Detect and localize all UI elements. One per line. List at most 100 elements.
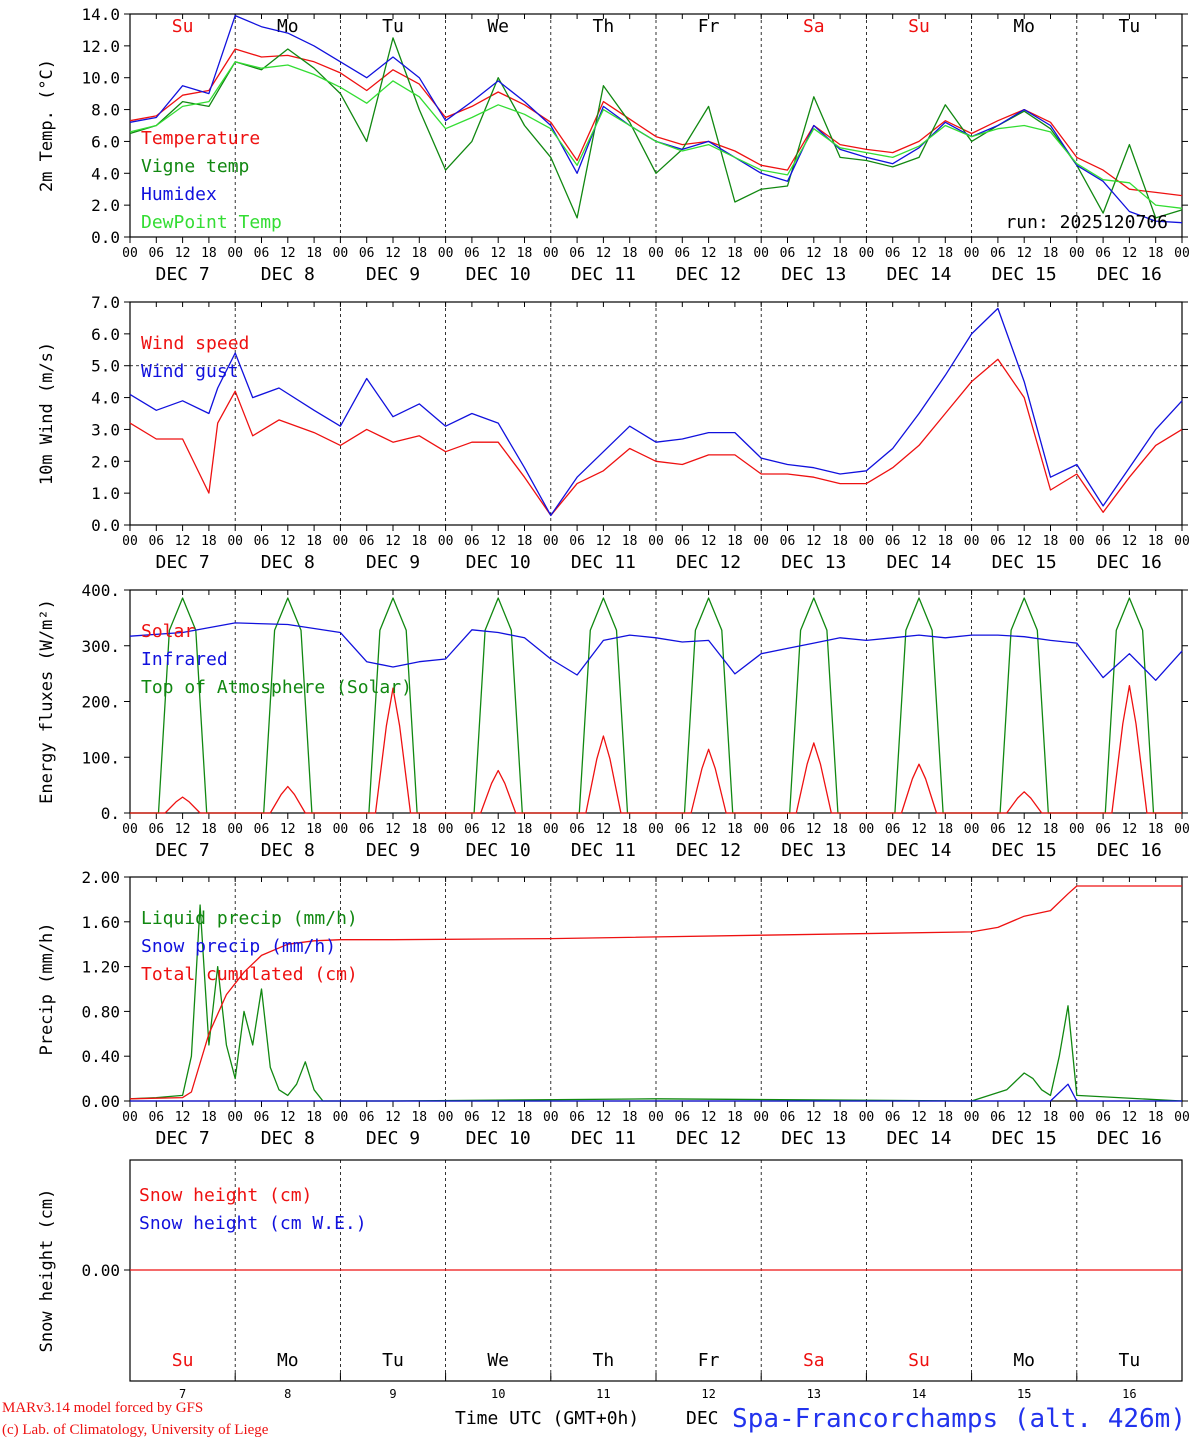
x-tick-label: 12 xyxy=(806,534,822,549)
x-tick-label: 00 xyxy=(1174,822,1190,837)
series-line xyxy=(129,885,1182,1100)
x-tick-label: 12 xyxy=(1122,1110,1138,1125)
x-tick-label: 00 xyxy=(543,246,559,261)
y-tick-label: 6.0 xyxy=(91,325,120,344)
x-tick-label: 00 xyxy=(648,534,664,549)
x-tick-label: 06 xyxy=(359,246,375,261)
x-tick-label: 06 xyxy=(674,822,690,837)
x-tick-label: 06 xyxy=(885,246,901,261)
x-tick-label: 06 xyxy=(990,1110,1006,1125)
date-label: DEC 16 xyxy=(1097,264,1162,285)
x-tick-label: 18 xyxy=(622,246,638,261)
date-label: DEC 16 xyxy=(1097,1128,1162,1149)
x-tick-label: 00 xyxy=(333,1110,349,1125)
date-label: DEC 10 xyxy=(466,840,531,861)
plot-frame xyxy=(129,301,1183,526)
legend-entry: Infrared xyxy=(141,649,228,670)
x-tick-label: 12 xyxy=(175,1110,191,1125)
x-tick-label: 12 xyxy=(596,246,612,261)
x-tick-label: 18 xyxy=(306,246,322,261)
date-label: DEC 12 xyxy=(676,840,741,861)
temperature-panel: 00 06 12 18 00 06 12 18 00 06 12 18 00 06 12 18 00 06 12 18… xyxy=(37,5,1190,285)
legend-entry: Temperature xyxy=(141,128,260,149)
date-label: DEC 10 xyxy=(466,552,531,573)
x-tick-label: 18 xyxy=(1043,534,1059,549)
y-tick-label: 0.0 xyxy=(91,228,120,247)
x-tick-label: 06 xyxy=(885,822,901,837)
x-tick-label: 12 xyxy=(911,1110,927,1125)
date-label: DEC 15 xyxy=(992,264,1057,285)
x-tick-label: 18 xyxy=(201,1110,217,1125)
x-tick-label: 00 xyxy=(1174,246,1190,261)
x-tick-label: 00 xyxy=(1174,534,1190,549)
y-tick-label: 0.0 xyxy=(91,516,120,535)
x-tick-label: 18 xyxy=(1043,246,1059,261)
x-tick-label: 06 xyxy=(254,246,270,261)
x-tick-label: 00 xyxy=(859,822,875,837)
x-tick-label: 18 xyxy=(832,534,848,549)
y-axis-title: Precip (mm/h) xyxy=(37,922,57,1055)
y-axis-title: Energy fluxes (W/m²) xyxy=(37,599,57,804)
day-number: 13 xyxy=(807,1387,821,1401)
y-tick-label: 12.0 xyxy=(81,37,120,56)
x-tick-label: 18 xyxy=(937,534,953,549)
run-label: run: 2025120706 xyxy=(1005,212,1168,233)
x-tick-label: 12 xyxy=(911,246,927,261)
x-tick-label: 12 xyxy=(596,822,612,837)
weekday-label: Mo xyxy=(277,16,299,37)
x-tick-label: 12 xyxy=(1122,246,1138,261)
date-label: DEC 9 xyxy=(366,552,420,573)
x-tick-label: 18 xyxy=(1148,534,1164,549)
x-tick-label: 18 xyxy=(1148,246,1164,261)
y-tick-label: 2.0 xyxy=(91,452,120,471)
y-tick-label: 2.0 xyxy=(91,196,120,215)
x-tick-label: 18 xyxy=(517,822,533,837)
x-tick-label: 00 xyxy=(859,246,875,261)
date-label: DEC 13 xyxy=(781,1128,846,1149)
x-tick-label: 18 xyxy=(517,534,533,549)
date-label: DEC 9 xyxy=(366,1128,420,1149)
weekday-label: Th xyxy=(593,1350,615,1371)
series-line xyxy=(129,48,1183,197)
x-tick-label: 06 xyxy=(780,534,796,549)
x-tick-label: 00 xyxy=(753,822,769,837)
x-tick-label: 12 xyxy=(490,1110,506,1125)
series-line xyxy=(129,904,1183,1102)
x-tick-label: 18 xyxy=(832,822,848,837)
x-tick-label: 06 xyxy=(569,534,585,549)
x-tick-label: 18 xyxy=(937,246,953,261)
x-tick-label: 06 xyxy=(674,246,690,261)
date-label: DEC 15 xyxy=(992,1128,1057,1149)
y-tick-label: 0. xyxy=(101,804,120,823)
date-label: DEC 8 xyxy=(261,840,315,861)
x-tick-label: 06 xyxy=(1095,822,1111,837)
x-tick-label: 18 xyxy=(306,1110,322,1125)
date-label: DEC 14 xyxy=(886,840,951,861)
x-tick-label: 00 xyxy=(648,822,664,837)
x-tick-label: 06 xyxy=(1095,246,1111,261)
x-tick-label: 18 xyxy=(727,246,743,261)
x-tick-label: 00 xyxy=(859,534,875,549)
y-tick-label: 1.60 xyxy=(81,913,120,932)
y-tick-label: 1.20 xyxy=(81,958,120,977)
y-tick-label: 5.0 xyxy=(91,357,120,376)
day-number: 12 xyxy=(701,1387,715,1401)
y-tick-label: 8.0 xyxy=(91,101,120,120)
weekday-label: Fr xyxy=(698,16,720,37)
x-tick-label: 06 xyxy=(464,246,480,261)
x-tick-label: 18 xyxy=(306,822,322,837)
date-label: DEC 11 xyxy=(571,552,636,573)
x-tick-label: 06 xyxy=(148,246,164,261)
date-label: DEC 11 xyxy=(571,840,636,861)
snow-panel: 0.00 Snow height (cm) Snow height (cm) Snow… xyxy=(37,1159,1183,1401)
y-axis-title: Snow height (cm) xyxy=(37,1189,57,1353)
x-tick-label: 06 xyxy=(148,534,164,549)
x-tick-label: 00 xyxy=(964,1110,980,1125)
y-tick-label: 300. xyxy=(81,637,120,656)
weekday-label: Su xyxy=(908,1350,930,1371)
weekday-label: Tu xyxy=(1119,1350,1141,1371)
legend-entry: Solar xyxy=(141,621,195,642)
day-number: 9 xyxy=(389,1387,396,1401)
x-tick-label: 00 xyxy=(543,534,559,549)
